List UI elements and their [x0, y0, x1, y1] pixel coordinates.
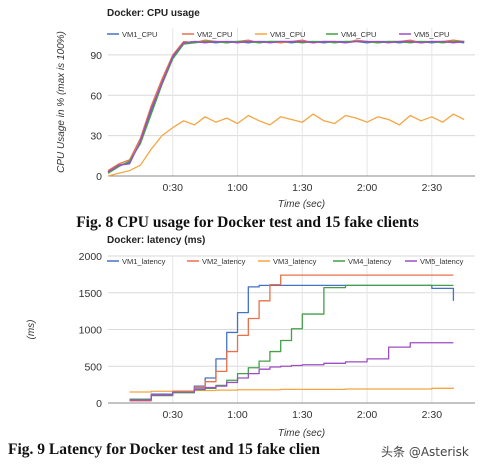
latency-x-tick-label: 2:30 [422, 409, 443, 421]
latency-legend-label: VM1_latency [122, 257, 166, 266]
cpu-legend-label: VM3_CPU [270, 30, 305, 39]
cpu-series-line-vm5-cpu [107, 40, 465, 173]
latency-y-tick-label: 1000 [79, 325, 103, 337]
cpu-y-tick-label: 90 [90, 50, 102, 62]
latency-x-tick-label: 1:00 [227, 409, 248, 421]
figure-9-caption: Fig. 9 Latency for Docker test and 15 fa… [8, 441, 320, 458]
latency-x-tick-label: 0:30 [163, 409, 184, 421]
cpu-y-tick-label: 0 [96, 171, 102, 183]
cpu-legend-label: VM1_CPU [122, 30, 157, 39]
latency-chart-title: Docker: latency (ms) [107, 235, 205, 246]
latency-y-tick-label: 0 [96, 398, 102, 410]
cpu-y-tick-label: 30 [90, 131, 102, 143]
watermark-text: 头条 @Asterisk [381, 445, 469, 459]
latency-x-tick-label: 1:30 [292, 409, 313, 421]
cpu-legend-label: VM5_CPU [414, 30, 449, 39]
latency-y-tick-label: 2000 [79, 251, 103, 263]
latency-x-axis-label: Time (sec) [278, 428, 325, 439]
latency-legend-label: VM2_latency [202, 257, 246, 266]
latency-series-line-vm5-latency [129, 342, 454, 401]
cpu-y-axis-label: CPU Usage in % (max is 100%) [56, 31, 67, 173]
cpu-plot-area [108, 28, 475, 176]
cpu-x-tick-label: 2:30 [422, 182, 443, 194]
latency-legend-label: VM4_latency [348, 257, 392, 266]
figure-8-caption: Fig. 8 CPU usage for Docker test and 15 … [76, 214, 419, 231]
latency-y-tick-label: 500 [84, 361, 102, 373]
latency-series-line-vm3-latency [129, 387, 455, 393]
cpu-x-tick-label: 1:00 [227, 182, 248, 194]
cpu-chart-title: Docker: CPU usage [107, 8, 200, 19]
latency-y-axis-label: (ms) [26, 320, 37, 340]
cpu-x-tick-label: 1:30 [292, 182, 313, 194]
cpu-legend-label: VM4_CPU [341, 30, 376, 39]
latency-x-tick-label: 2:00 [357, 409, 378, 421]
cpu-x-tick-label: 2:00 [357, 182, 378, 194]
cpu-y-tick-label: 60 [90, 90, 102, 102]
latency-legend-label: VM5_latency [420, 257, 464, 266]
latency-y-tick-label: 1500 [79, 288, 103, 300]
cpu-series-line-vm3-cpu [107, 113, 465, 177]
cpu-x-tick-label: 0:30 [163, 182, 184, 194]
cpu-x-axis-label: Time (sec) [278, 199, 325, 210]
latency-legend-label: VM3_latency [273, 257, 317, 266]
cpu-legend-label: VM2_CPU [197, 30, 232, 39]
